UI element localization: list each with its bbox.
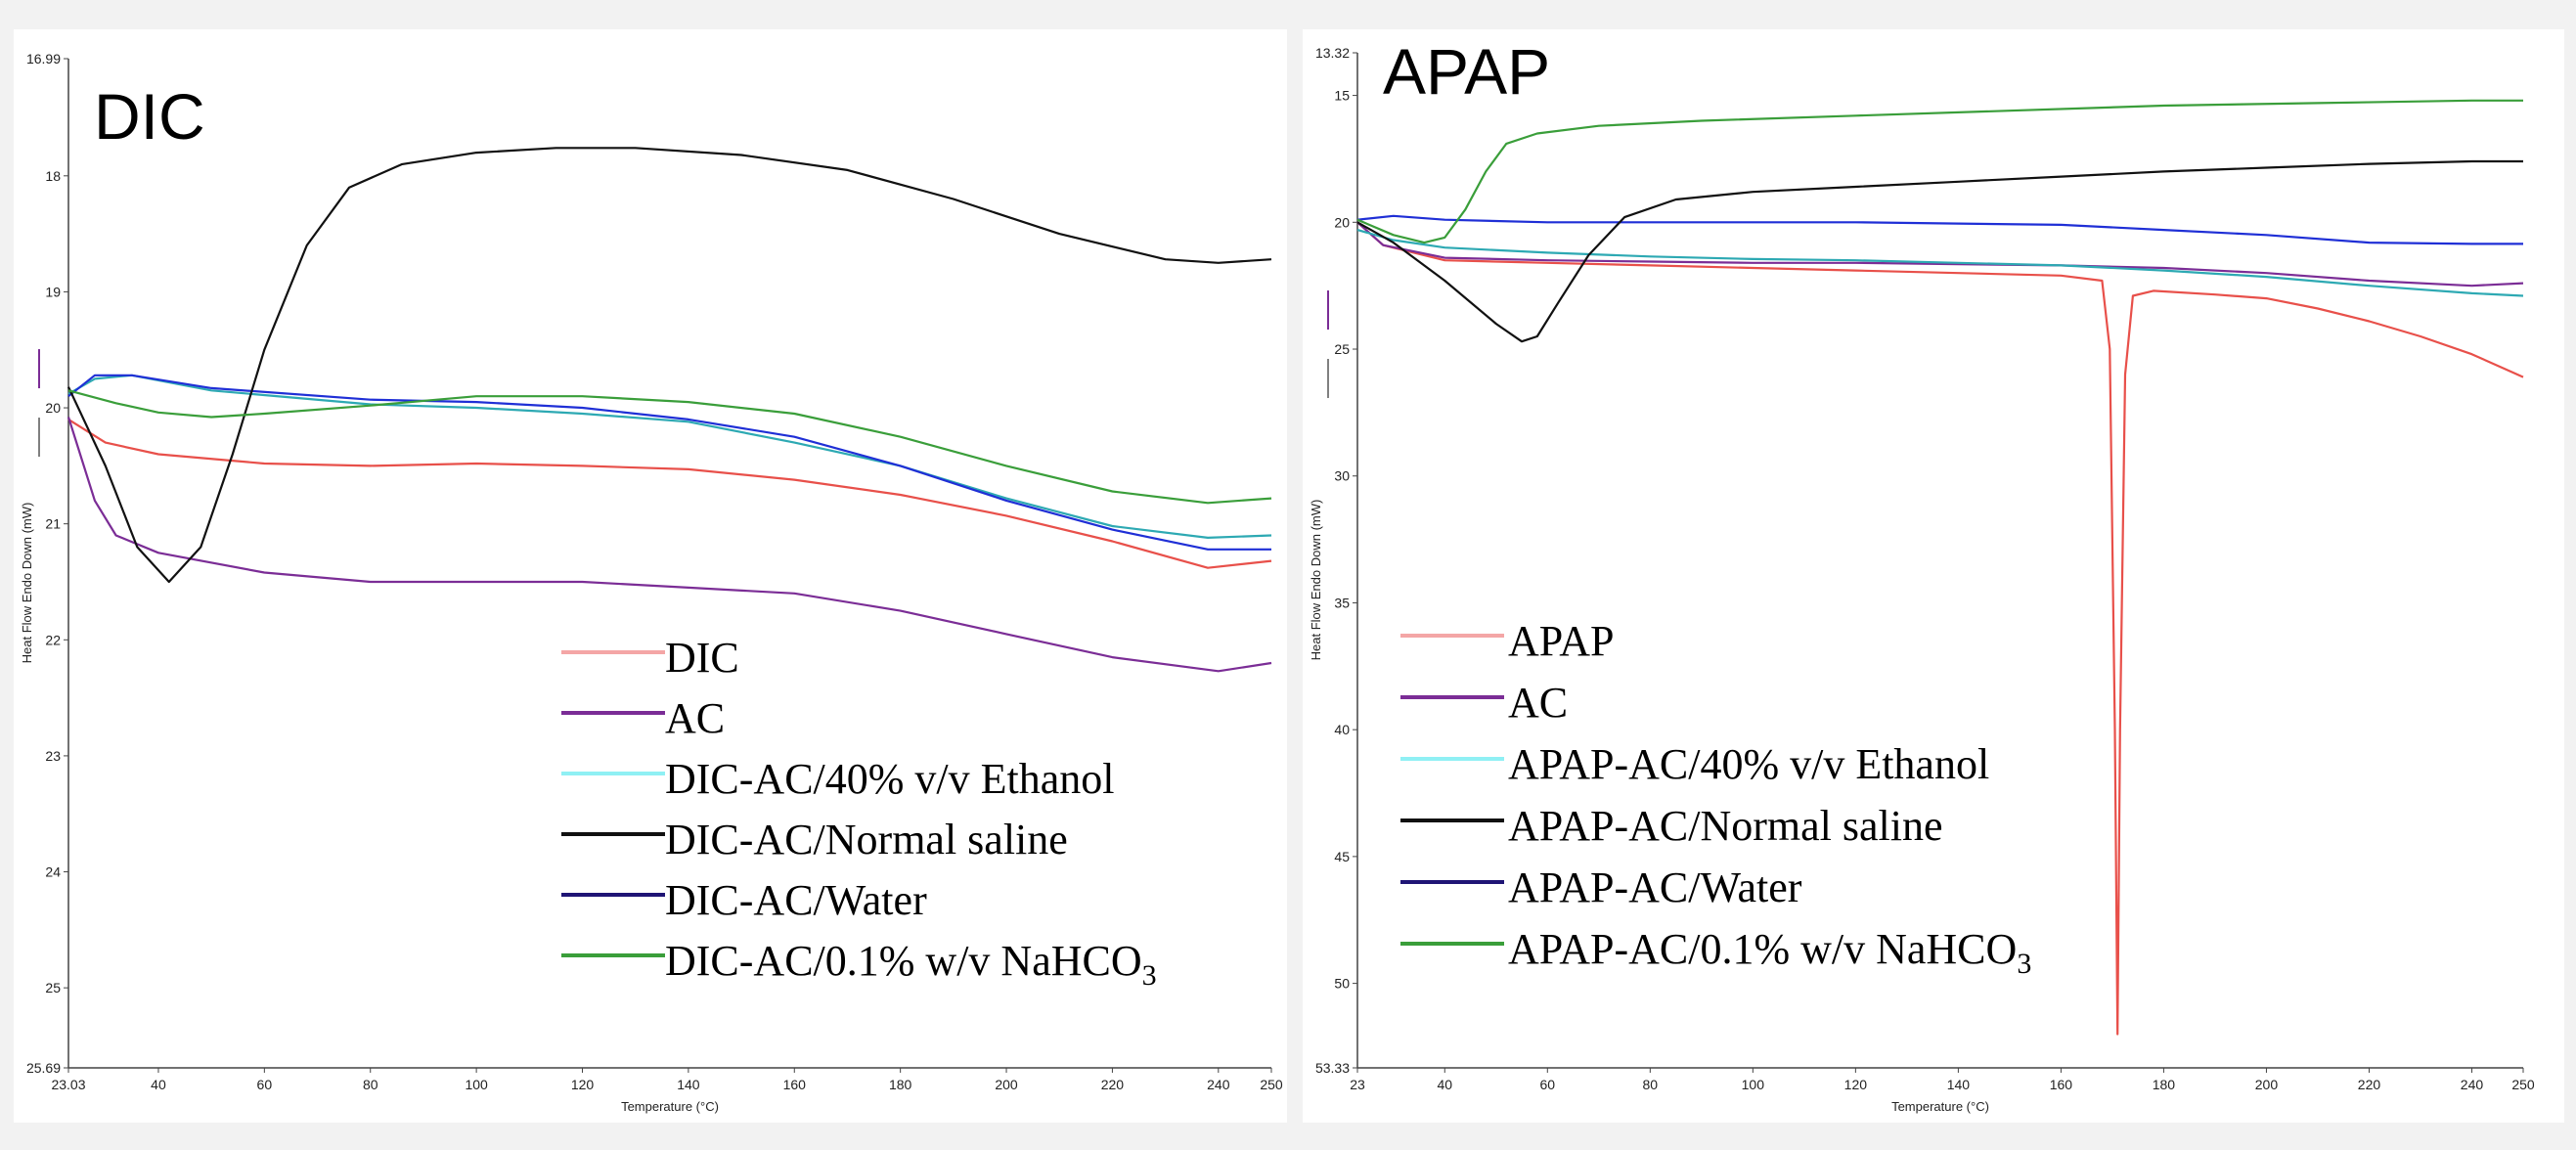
apap-y-tick-label: 40 [1334, 722, 1350, 737]
apap-y-tick-label: 45 [1334, 849, 1350, 864]
dic-y-tick-label: 19 [45, 284, 61, 299]
dic-x-tick-label: 40 [151, 1077, 166, 1092]
dic-y-tick-label: 23 [45, 748, 61, 764]
apap-x-tick-label: 60 [1540, 1077, 1556, 1092]
dic-y-tick-label: 22 [45, 632, 61, 647]
apap-y-tick-label: 35 [1334, 595, 1350, 610]
dic-series-line-6 [67, 389, 1272, 505]
apap-y-tick-label: 50 [1334, 976, 1350, 992]
dic-series-line-4 [67, 374, 1271, 551]
dic-x-tick-label: 80 [363, 1077, 378, 1092]
apap-x-tick-label: 200 [2255, 1077, 2279, 1092]
dic-x-tick-label: 100 [465, 1077, 488, 1092]
dic-x-tick-label: 240 [1207, 1077, 1230, 1092]
dic-legend-label: DIC-AC/40% v/v Ethanol [665, 755, 1115, 803]
apap-x-tick-label: 23 [1350, 1077, 1365, 1092]
dic-y-tick-label: 24 [45, 864, 61, 880]
apap-x-tick-label: 250 [2511, 1077, 2535, 1092]
dic-legend-label: DIC-AC/Water [665, 876, 927, 924]
apap-x-tick-label: 160 [2050, 1077, 2073, 1092]
dic-y-tick-label: 20 [45, 400, 61, 416]
apap-y-tick-label: 13.32 [1315, 45, 1350, 61]
apap-y-tick-label: 53.33 [1315, 1060, 1350, 1076]
dic-x-tick-label: 140 [677, 1077, 700, 1092]
apap-legend-label: APAP-AC/Normal saline [1508, 802, 1943, 850]
dic-x-tick-label: 160 [783, 1077, 807, 1092]
apap-chart-title: APAP [1383, 35, 1550, 108]
dic-legend-label: DIC-AC/Normal saline [665, 816, 1068, 863]
apap-legend-label: AC [1508, 679, 1568, 727]
apap-series-line-5 [1356, 159, 2523, 343]
dic-y-tick-label: 21 [45, 516, 61, 532]
dic-x-tick-label: 60 [257, 1077, 273, 1092]
dic-chart-title: DIC [94, 80, 205, 153]
apap-x-tick-label: 80 [1643, 1077, 1659, 1092]
dic-chart-panel: 16.99 18 19 20 21 22 23 24 25 25.69 23.03 40 60 80 100… [14, 29, 1287, 1123]
dic-y-tick-label: 25.69 [26, 1060, 61, 1076]
apap-series-line-2 [1356, 221, 2524, 288]
dic-y-tick-label: 18 [45, 168, 61, 184]
dic-x-tick-label: 220 [1101, 1077, 1125, 1092]
apap-x-tick-label: 100 [1742, 1077, 1765, 1092]
apap-series-line-1 [1356, 221, 2524, 1036]
apap-y-tick-label: 15 [1334, 88, 1350, 104]
apap-legend-label: APAP-AC/40% v/v Ethanol [1508, 740, 1989, 788]
apap-y-tick-label: 30 [1334, 468, 1350, 484]
dic-series-line-2 [67, 417, 1272, 673]
apap-y-tick-label: 20 [1334, 214, 1350, 230]
dic-x-tick-label: 180 [889, 1077, 912, 1092]
dic-x-tick-label: 200 [995, 1077, 1018, 1092]
dic-legend-label: DIC-AC/0.1% w/v NaHCO3 [665, 937, 1157, 992]
apap-chart-panel: 13.32 15 20 25 30 35 40 45 50 53.33 23 40 60 80 100 120… [1303, 29, 2564, 1123]
dic-x-tick-label: 120 [571, 1077, 595, 1092]
apap-x-tick-label: 180 [2153, 1077, 2176, 1092]
apap-x-tick-label: 220 [2358, 1077, 2381, 1092]
apap-legend-label: APAP-AC/0.1% w/v NaHCO3 [1508, 925, 2031, 980]
dic-x-axis-label: Temperature (°C) [621, 1099, 719, 1114]
apap-series-line-6 [1356, 99, 2523, 244]
apap-y-tick-label: 25 [1334, 341, 1350, 357]
apap-legend-label: APAP [1508, 617, 1614, 665]
apap-series-line-3 [1356, 229, 2524, 297]
dic-y-axis-label: Heat Flow Endo Down (mW) [20, 503, 34, 664]
apap-y-axis-label: Heat Flow Endo Down (mW) [1309, 500, 1323, 661]
apap-series-line-4 [1356, 214, 2523, 245]
apap-x-axis-label: Temperature (°C) [1891, 1099, 1989, 1114]
dic-y-tick-label: 25 [45, 980, 61, 995]
dic-legend-label: DIC [665, 634, 739, 682]
dic-x-tick-label: 23.03 [51, 1077, 85, 1092]
dic-series-line-5 [67, 147, 1272, 584]
dic-x-tick-label: 250 [1260, 1077, 1283, 1092]
apap-legend-label: APAP-AC/Water [1508, 863, 1802, 911]
apap-x-tick-label: 240 [2461, 1077, 2484, 1092]
apap-x-tick-label: 120 [1844, 1077, 1868, 1092]
dic-series-line-1 [67, 418, 1272, 569]
dic-y-tick-label: 16.99 [26, 51, 61, 66]
apap-x-tick-label: 140 [1947, 1077, 1971, 1092]
dic-legend-label: AC [665, 694, 725, 742]
apap-x-tick-label: 40 [1437, 1077, 1452, 1092]
